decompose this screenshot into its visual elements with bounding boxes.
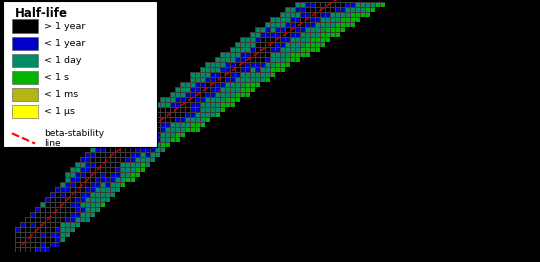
Text: < 1 ms: < 1 ms [44, 90, 78, 99]
Text: beta-stability
line: beta-stability line [44, 129, 104, 148]
Bar [12, 54, 38, 67]
Text: < 1 day: < 1 day [44, 56, 82, 65]
Bar [12, 37, 38, 50]
Bar [12, 71, 38, 84]
Text: < 1 μs: < 1 μs [44, 107, 75, 116]
Text: < 1 year: < 1 year [44, 39, 86, 48]
Bar [12, 19, 38, 32]
Text: Half-life: Half-life [15, 7, 68, 20]
Text: < 1 s: < 1 s [44, 73, 69, 82]
Bar [12, 88, 38, 101]
Bar [12, 105, 38, 118]
Text: > 1 year: > 1 year [44, 21, 86, 31]
